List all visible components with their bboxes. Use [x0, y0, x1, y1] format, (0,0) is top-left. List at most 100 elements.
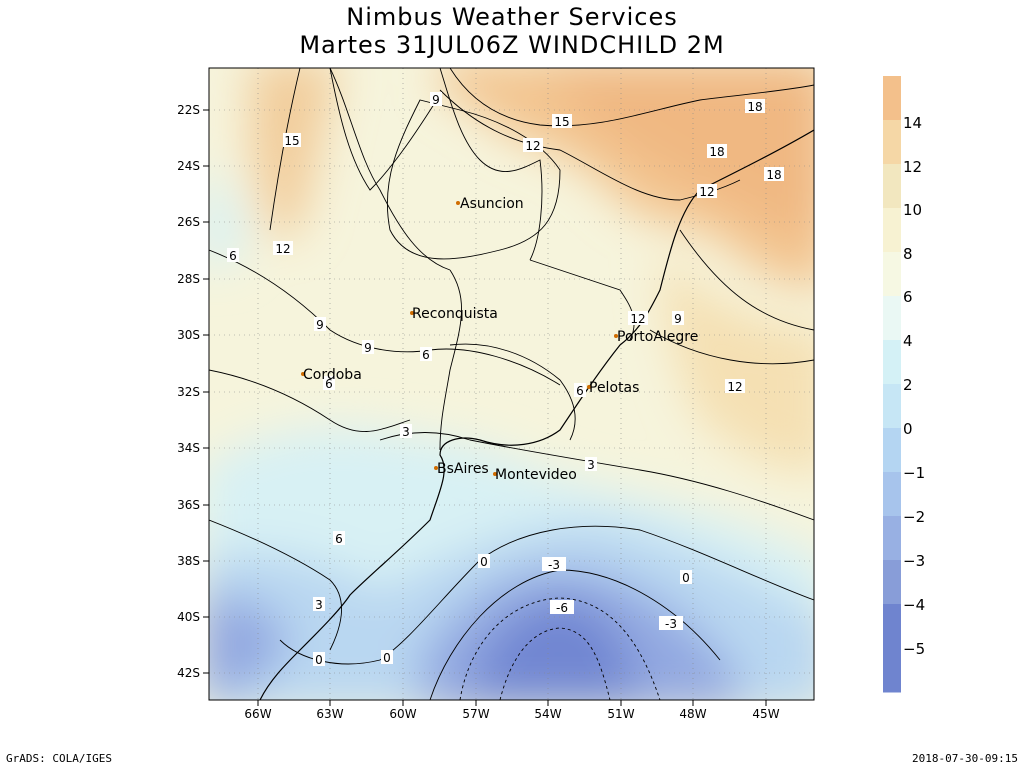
contour-label: 12 [523, 138, 543, 153]
svg-text:9: 9 [316, 318, 324, 332]
legend-swatch [883, 516, 901, 561]
lat-tick-label: 22S [177, 103, 200, 117]
legend-swatch [883, 164, 901, 209]
svg-text:12: 12 [699, 185, 714, 199]
map-frame [208, 67, 815, 701]
legend-swatch [883, 384, 901, 429]
legend-label: 0 [903, 420, 913, 438]
lat-tick-label: 36S [177, 498, 200, 512]
contour-label-group: 15 18 18 15 9 12 18 12 6 12 12 9 9 6 9 6… [227, 92, 784, 667]
svg-text:6: 6 [229, 249, 237, 263]
svg-text:18: 18 [709, 145, 724, 159]
legend-swatch [883, 296, 901, 341]
negative-contours [459, 597, 661, 700]
legend-label: 6 [903, 288, 913, 306]
svg-text:9: 9 [364, 341, 372, 355]
legend-swatch [883, 428, 901, 473]
lat-tick-label: 38S [177, 554, 200, 568]
city-label-montevideo: Montevideo [495, 467, 577, 483]
city-label-asuncion: Asuncion [460, 196, 524, 212]
svg-text:9: 9 [432, 93, 440, 107]
contour-label: 6 [333, 531, 345, 546]
city-label-bsaires: BsAires [437, 461, 489, 477]
svg-text:0: 0 [315, 653, 323, 667]
contour-label: 15 [552, 114, 572, 129]
contour-label: 0 [680, 570, 692, 585]
lat-tick-label: 40S [177, 610, 200, 624]
city-marker [614, 334, 618, 338]
legend-label: −2 [903, 508, 925, 526]
legend-label: −3 [903, 552, 925, 570]
svg-text:15: 15 [284, 134, 299, 148]
lon-tick-label: 48W [679, 707, 706, 721]
contour-label: 0 [313, 652, 325, 667]
city-marker [456, 201, 460, 205]
legend-label: 4 [903, 332, 913, 350]
city-marker [410, 311, 414, 315]
contour-label: 6 [574, 383, 586, 398]
cities: Asuncion Reconquista PortoAlegre Cordoba… [301, 196, 698, 483]
svg-text:6: 6 [335, 532, 343, 546]
svg-text:-6: -6 [556, 601, 568, 615]
footer-credit: GrADS: COLA/IGES [6, 752, 112, 765]
svg-text:9: 9 [674, 312, 682, 326]
lat-axis: 22S 24S 26S 28S 30S 32S 34S 36S 38S 40S … [177, 103, 200, 680]
legend-label: 14 [903, 114, 922, 132]
legend-swatch [883, 472, 901, 517]
legend-swatch [883, 120, 901, 165]
lat-tick-label: 32S [177, 385, 200, 399]
contour-label: 12 [725, 379, 745, 394]
lon-tick-label: 57W [462, 707, 489, 721]
city-marker [301, 372, 305, 376]
coastline [259, 129, 814, 700]
svg-text:-3: -3 [548, 558, 560, 572]
chart-subtitle: Martes 31JUL06Z WINDCHILD 2M [299, 31, 725, 59]
contour-label: 3 [313, 597, 325, 612]
lon-tick-label: 63W [316, 707, 343, 721]
svg-text:-3: -3 [665, 617, 677, 631]
chart-title: Nimbus Weather Services [346, 3, 678, 31]
contour-label: 3 [585, 457, 597, 472]
svg-text:3: 3 [402, 425, 410, 439]
legend-label: 2 [903, 376, 913, 394]
lat-tick-label: 26S [177, 215, 200, 229]
lat-tick-label: 24S [177, 159, 200, 173]
svg-text:12: 12 [727, 380, 742, 394]
svg-text:0: 0 [383, 651, 391, 665]
contour-label: 18 [764, 167, 784, 182]
legend-label: 12 [903, 158, 922, 176]
legend-label: −4 [903, 596, 925, 614]
legend-label: 8 [903, 245, 913, 263]
contour-label: 0 [478, 554, 490, 569]
legend-colorbar [883, 76, 901, 693]
contour-label: 6 [227, 248, 239, 263]
svg-text:6: 6 [325, 377, 333, 391]
legend-swatch [883, 76, 901, 121]
contour-label: 3 [400, 424, 412, 439]
svg-text:0: 0 [480, 555, 488, 569]
svg-text:6: 6 [422, 348, 430, 362]
contour-label: -6 [550, 600, 574, 615]
legend-swatch [883, 252, 901, 297]
legend-labels: 14 12 10 8 6 4 2 0 −1 −2 −3 −4 −5 [903, 114, 925, 658]
contour-label: 6 [323, 376, 335, 391]
city-marker [434, 466, 438, 470]
svg-text:12: 12 [630, 312, 645, 326]
legend-swatch [883, 560, 901, 605]
contour-label: 9 [362, 340, 374, 355]
contour-label: 9 [672, 311, 684, 326]
footer-timestamp: 2018-07-30-09:15 [912, 752, 1018, 765]
contour-label: 9 [430, 92, 442, 107]
legend-swatch [883, 604, 901, 649]
contour-label: -3 [659, 616, 683, 631]
city-label-portoalegre: PortoAlegre [617, 329, 698, 345]
legend-swatch [883, 340, 901, 385]
contour-label: 12 [273, 241, 293, 256]
lon-tick-label: 45W [752, 707, 779, 721]
contour-label: 0 [381, 650, 393, 665]
axis-ticks [203, 109, 767, 706]
lon-tick-label: 51W [607, 707, 634, 721]
contour-label: 12 [628, 311, 648, 326]
contour-label: 18 [707, 144, 727, 159]
